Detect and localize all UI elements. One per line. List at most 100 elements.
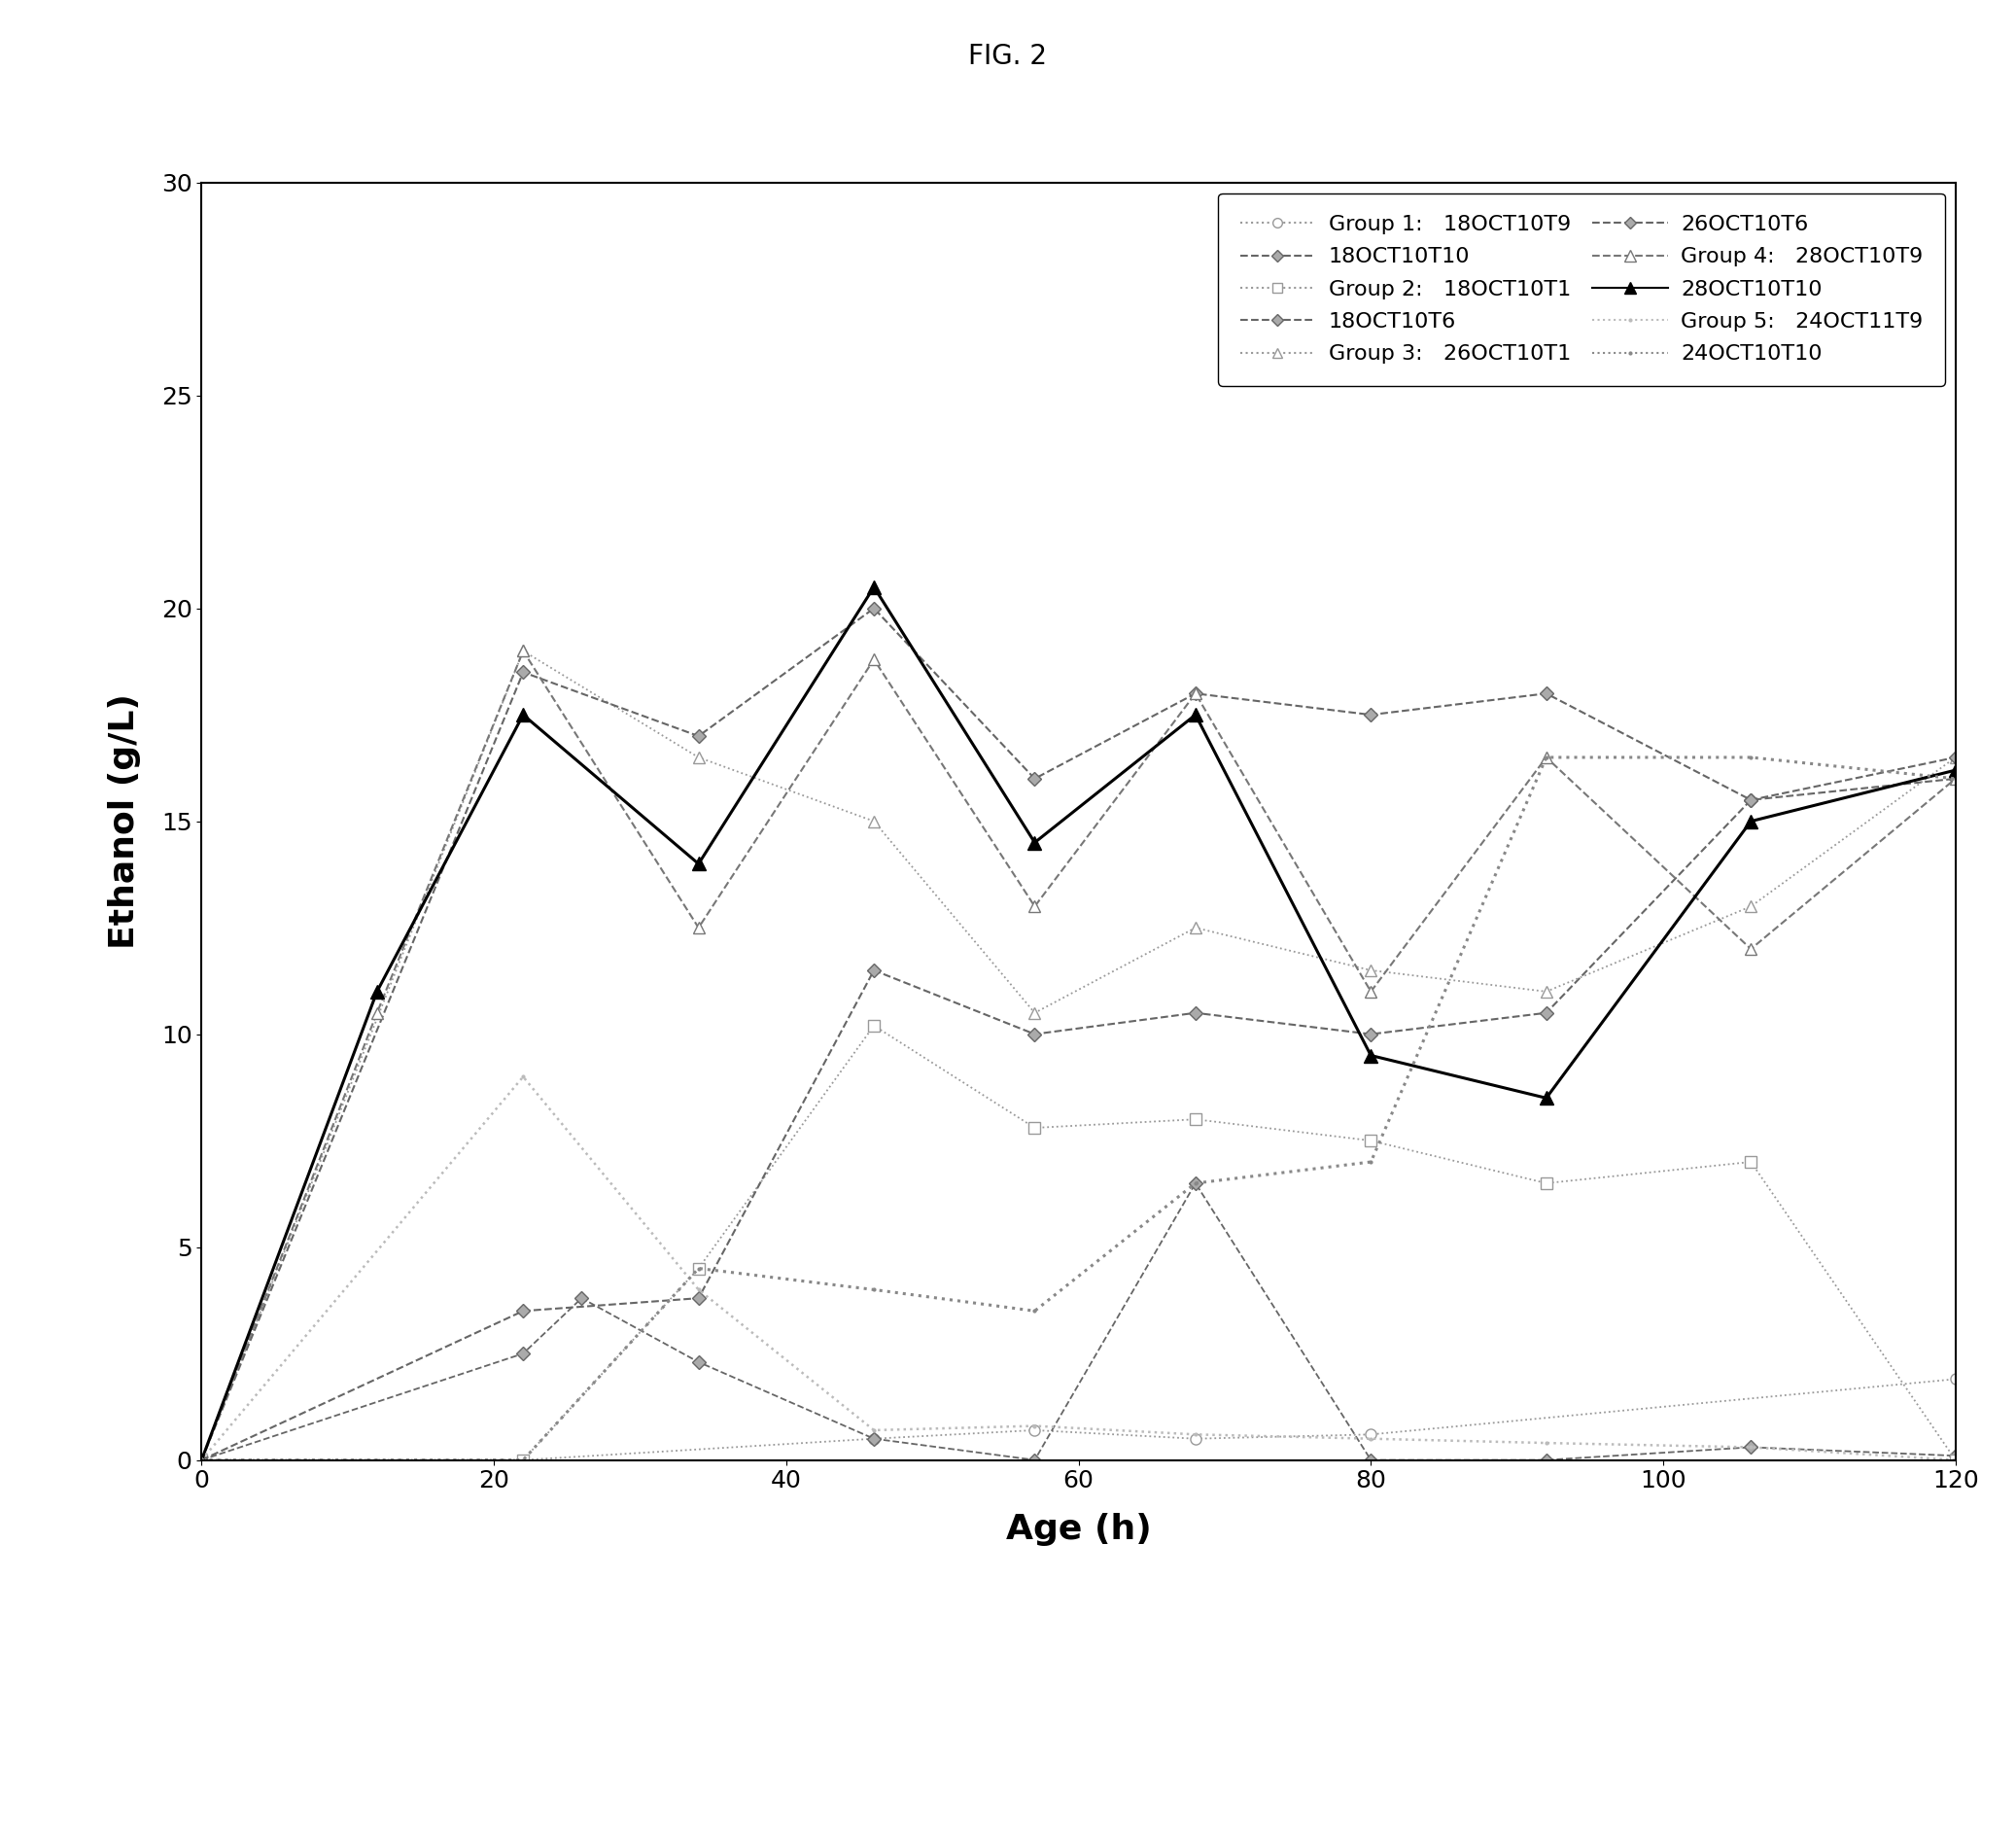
28OCT10T9 [1183, 683, 1208, 704]
18OCT10T6 [1183, 1002, 1208, 1024]
24OCT11T9 [1943, 1449, 1968, 1471]
Line: 18OCT10T10: 18OCT10T10 [198, 1179, 1960, 1465]
28OCT10T10 [1738, 810, 1762, 832]
28OCT10T9 [365, 1002, 389, 1024]
28OCT10T10 [512, 704, 536, 726]
28OCT10T10 [1943, 759, 1968, 781]
26OCT10T6 [1022, 768, 1046, 790]
26OCT10T1 [863, 810, 887, 832]
24OCT10T10 [512, 1449, 536, 1471]
24OCT11T9 [1534, 1433, 1558, 1455]
Line: 26OCT10T1: 26OCT10T1 [196, 646, 1962, 1465]
18OCT10T1 [1534, 1172, 1558, 1194]
24OCT11T9 [1183, 1424, 1208, 1445]
24OCT10T10 [1022, 1299, 1046, 1321]
28OCT10T9 [190, 1449, 214, 1471]
Line: 26OCT10T6: 26OCT10T6 [198, 604, 1960, 1465]
18OCT10T10 [863, 1427, 887, 1449]
24OCT11T9 [863, 1420, 887, 1442]
28OCT10T9 [863, 648, 887, 670]
24OCT10T10 [1183, 1172, 1208, 1194]
26OCT10T6 [512, 661, 536, 683]
28OCT10T9 [1738, 938, 1762, 960]
Line: 18OCT10T1: 18OCT10T1 [196, 1020, 1962, 1465]
18OCT10T10 [1183, 1172, 1208, 1194]
26OCT10T6 [1183, 683, 1208, 704]
18OCT10T6 [863, 960, 887, 982]
Line: 18OCT10T6: 18OCT10T6 [198, 774, 1960, 1465]
28OCT10T10 [1022, 832, 1046, 854]
26OCT10T1 [1183, 916, 1208, 938]
26OCT10T1 [1943, 746, 1968, 768]
18OCT10T6 [685, 1287, 710, 1309]
24OCT11T9 [1738, 1436, 1762, 1458]
24OCT11T9 [512, 1066, 536, 1088]
26OCT10T6 [190, 1449, 214, 1471]
28OCT10T9 [512, 641, 536, 662]
18OCT10T1 [1943, 1449, 1968, 1471]
18OCT10T1 [1738, 1152, 1762, 1173]
18OCT10T6 [1359, 1024, 1383, 1046]
18OCT10T10 [190, 1449, 214, 1471]
24OCT10T10 [1534, 746, 1558, 768]
18OCT10T6 [190, 1449, 214, 1471]
18OCT10T9 [1943, 1369, 1968, 1391]
18OCT10T10 [1534, 1449, 1558, 1471]
26OCT10T1 [190, 1449, 214, 1471]
24OCT10T10 [190, 1449, 214, 1471]
Line: 28OCT10T9: 28OCT10T9 [196, 644, 1962, 1465]
18OCT10T1 [512, 1449, 536, 1471]
18OCT10T1 [1022, 1117, 1046, 1139]
Legend: Group 1:   18OCT10T9, 18OCT10T10, Group 2:   18OCT10T1, 18OCT10T6, Group 3:   26: Group 1: 18OCT10T9, 18OCT10T10, Group 2:… [1218, 193, 1945, 385]
26OCT10T6 [863, 597, 887, 619]
18OCT10T6 [1022, 1024, 1046, 1046]
X-axis label: Age (h): Age (h) [1006, 1513, 1151, 1546]
24OCT10T10 [685, 1257, 710, 1279]
28OCT10T10 [365, 980, 389, 1002]
24OCT10T10 [863, 1279, 887, 1301]
18OCT10T6 [1738, 788, 1762, 810]
28OCT10T10 [190, 1449, 214, 1471]
18OCT10T9 [1022, 1420, 1046, 1442]
18OCT10T1 [1359, 1130, 1383, 1152]
24OCT11T9 [190, 1449, 214, 1471]
26OCT10T6 [685, 725, 710, 746]
18OCT10T1 [190, 1449, 214, 1471]
24OCT10T10 [1943, 768, 1968, 790]
18OCT10T10 [685, 1350, 710, 1372]
18OCT10T6 [1943, 768, 1968, 790]
18OCT10T1 [685, 1257, 710, 1279]
28OCT10T10 [863, 577, 887, 599]
28OCT10T10 [1359, 1044, 1383, 1066]
18OCT10T10 [512, 1343, 536, 1365]
28OCT10T10 [685, 852, 710, 874]
26OCT10T1 [1359, 960, 1383, 982]
26OCT10T1 [685, 746, 710, 768]
26OCT10T1 [1022, 1002, 1046, 1024]
28OCT10T9 [685, 916, 710, 938]
18OCT10T6 [1534, 1002, 1558, 1024]
18OCT10T9 [863, 1427, 887, 1449]
26OCT10T1 [512, 641, 536, 662]
Line: 28OCT10T10: 28OCT10T10 [196, 580, 1962, 1467]
18OCT10T10 [1022, 1449, 1046, 1471]
28OCT10T9 [1359, 980, 1383, 1002]
26OCT10T1 [1534, 980, 1558, 1002]
Line: 24OCT10T10: 24OCT10T10 [200, 756, 1958, 1462]
Text: FIG. 2: FIG. 2 [968, 42, 1048, 69]
28OCT10T9 [1534, 746, 1558, 768]
18OCT10T1 [863, 1015, 887, 1037]
28OCT10T9 [1022, 896, 1046, 918]
26OCT10T6 [1738, 788, 1762, 810]
24OCT10T10 [1738, 746, 1762, 768]
28OCT10T10 [1534, 1088, 1558, 1110]
24OCT11T9 [685, 1279, 710, 1301]
18OCT10T9 [190, 1449, 214, 1471]
28OCT10T9 [1943, 768, 1968, 790]
28OCT10T10 [1183, 704, 1208, 726]
26OCT10T1 [1738, 896, 1762, 918]
Y-axis label: Ethanol (g/L): Ethanol (g/L) [109, 694, 141, 949]
18OCT10T10 [1738, 1436, 1762, 1458]
26OCT10T6 [1534, 683, 1558, 704]
26OCT10T6 [1943, 746, 1968, 768]
